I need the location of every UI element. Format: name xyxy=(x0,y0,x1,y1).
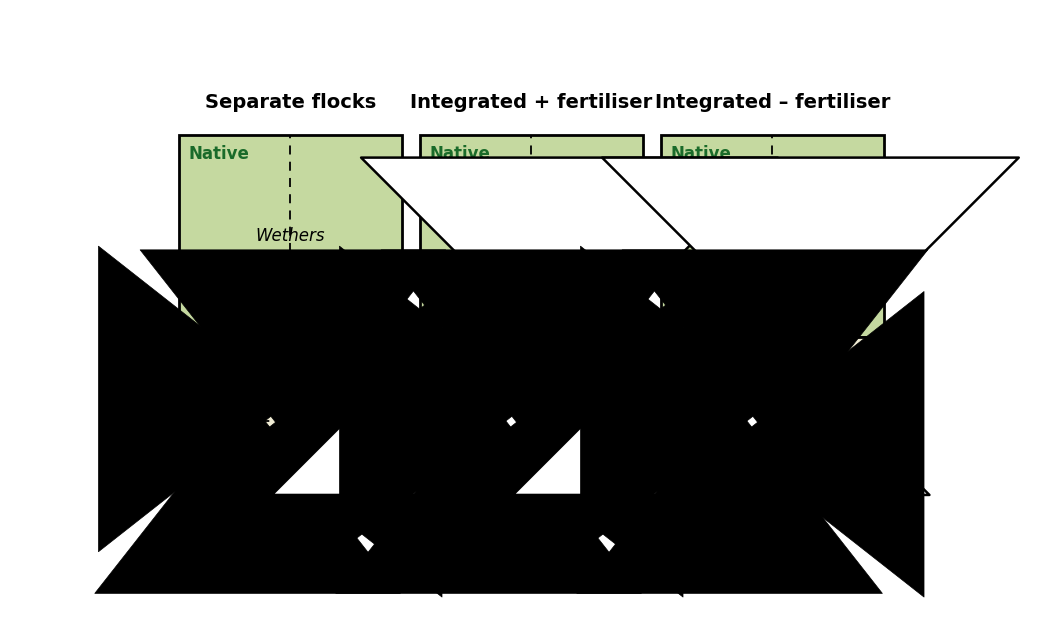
Bar xyxy=(660,336,884,512)
Text: Ewes: Ewes xyxy=(320,475,360,490)
Text: One flock
ewes: One flock ewes xyxy=(792,216,864,248)
Text: Phalaris: Phalaris xyxy=(430,345,505,363)
Text: Integrated + fertiliser: Integrated + fertiliser xyxy=(411,93,652,112)
Text: One flock
ewes: One flock ewes xyxy=(551,216,623,248)
Text: Separate flocks: Separate flocks xyxy=(205,93,376,112)
Text: Native: Native xyxy=(671,145,732,163)
Bar xyxy=(179,135,402,336)
Bar xyxy=(420,336,643,512)
Bar xyxy=(420,135,643,336)
Text: Integrated – fertiliser: Integrated – fertiliser xyxy=(655,93,890,112)
Text: Wethers: Wethers xyxy=(256,227,326,245)
Text: Phalaris: Phalaris xyxy=(671,345,747,363)
Text: Native: Native xyxy=(430,145,491,163)
Bar xyxy=(660,135,884,336)
Bar xyxy=(179,336,402,512)
Text: Phalaris: Phalaris xyxy=(189,345,264,363)
Text: Native: Native xyxy=(189,145,250,163)
